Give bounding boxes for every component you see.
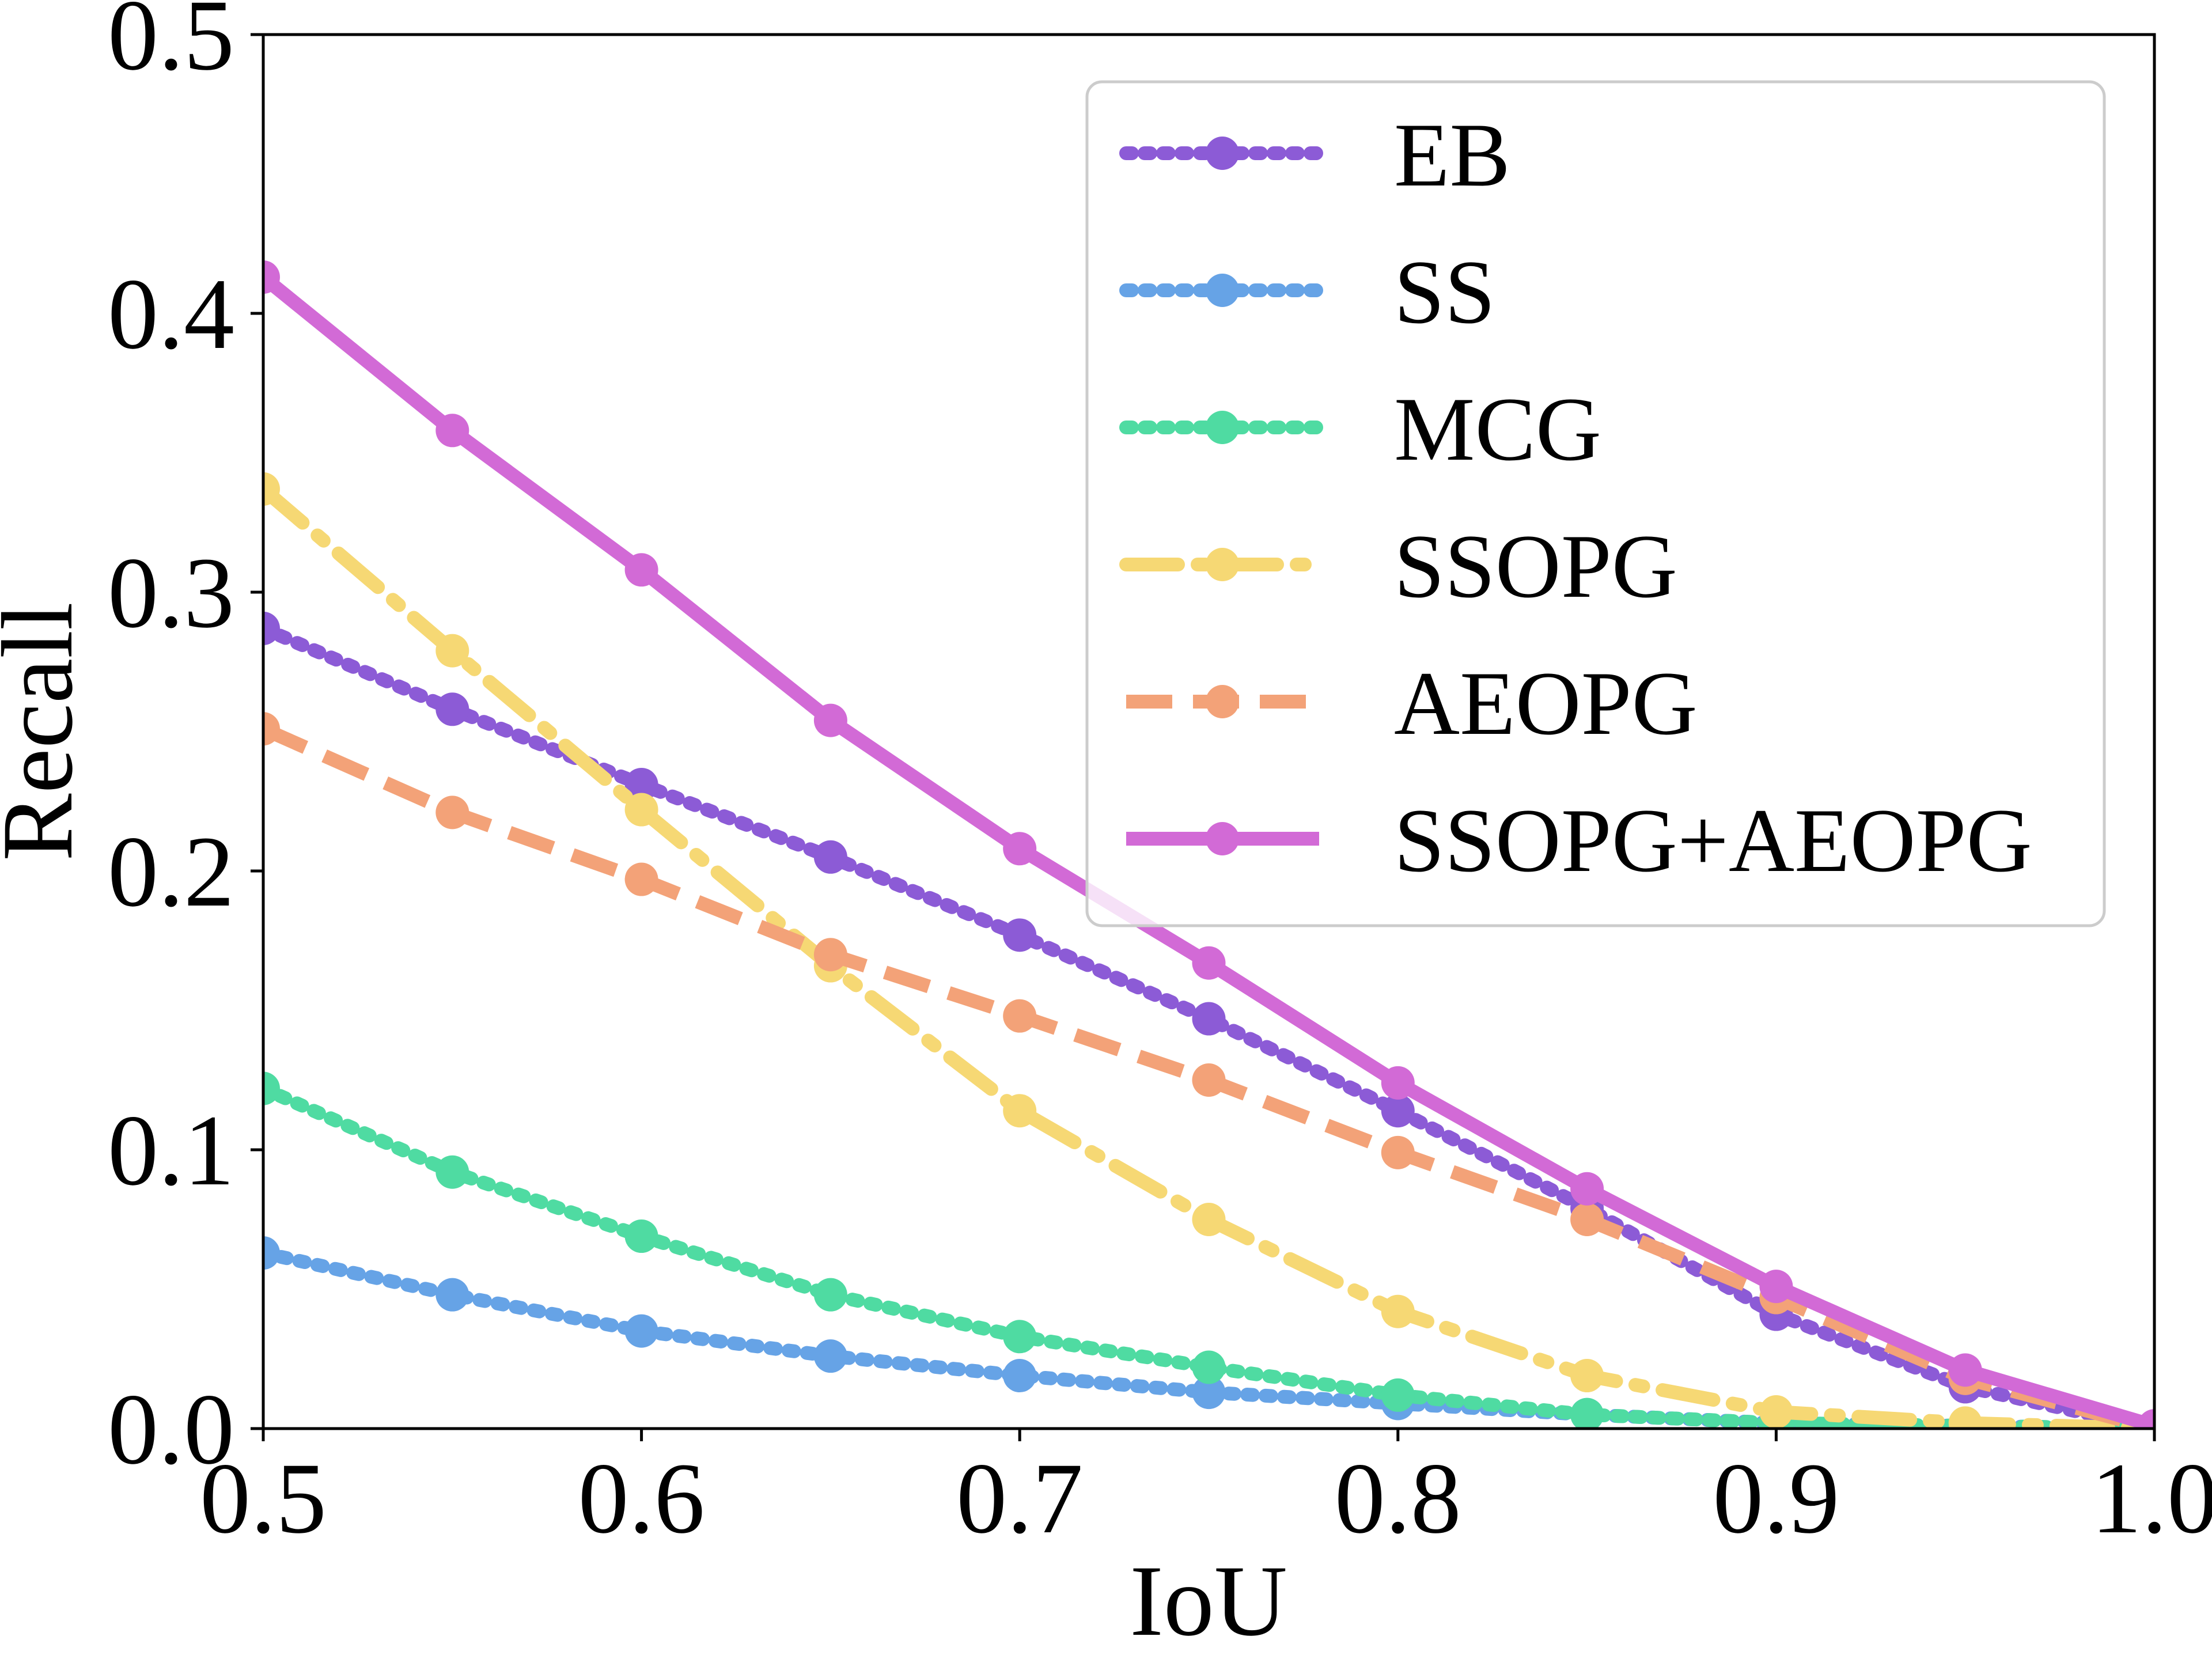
legend-label-ss: SS bbox=[1394, 242, 1495, 343]
legend-marker-mcg bbox=[1206, 411, 1239, 444]
legend-marker-ssopg-aeopg bbox=[1206, 822, 1239, 855]
legend-box bbox=[1085, 80, 2106, 927]
legend-label-ssopg: SSOPG bbox=[1394, 516, 1677, 617]
data-point-ssopg-aeopg bbox=[624, 553, 658, 587]
data-point-ssopg bbox=[624, 793, 658, 827]
x-tick-label: 0.7 bbox=[956, 1442, 1083, 1555]
data-point-mcg bbox=[624, 1219, 658, 1253]
data-point-mcg bbox=[813, 1278, 847, 1312]
data-point-ssopg bbox=[1381, 1294, 1415, 1328]
x-tick-label: 0.9 bbox=[1713, 1442, 1839, 1555]
data-point-ss bbox=[813, 1339, 847, 1373]
data-point-ssopg bbox=[435, 634, 469, 668]
data-point-mcg bbox=[1381, 1378, 1415, 1412]
x-axis: 0.5 0.6 0.7 0.8 0.9 1.0 bbox=[200, 1429, 2212, 1555]
y-tick-label: 0.3 bbox=[108, 537, 234, 649]
data-point-mcg bbox=[1003, 1320, 1037, 1354]
data-point-aeopg bbox=[1570, 1203, 1604, 1236]
data-point-ssopg-aeopg bbox=[1381, 1066, 1415, 1100]
legend-entry-ssopg: SSOPG bbox=[1119, 516, 1677, 617]
legend-label-eb: EB bbox=[1394, 105, 1510, 206]
data-point-ssopg bbox=[1759, 1395, 1793, 1429]
data-point-aeopg bbox=[813, 938, 847, 972]
legend-label-ssopg-aeopg: SSOPG+AEOPG bbox=[1394, 790, 2032, 891]
legend: EB SS MCG SSOPG AEOPG SSOPG+AEOPG bbox=[1085, 80, 2106, 927]
data-point-ssopg-aeopg bbox=[435, 414, 469, 448]
legend-marker-eb bbox=[1206, 137, 1239, 170]
legend-entry-ssopg-aeopg: SSOPG+AEOPG bbox=[1126, 790, 2032, 891]
x-tick-label: 1.0 bbox=[2091, 1442, 2212, 1555]
series-layer bbox=[263, 260, 2154, 1429]
y-axis: 0.0 0.1 0.2 0.3 0.4 0.5 bbox=[108, 0, 263, 1486]
x-axis-label: IoU bbox=[1130, 1545, 1287, 1657]
data-point-mcg bbox=[1570, 1397, 1604, 1429]
data-point-ssopg-aeopg bbox=[1948, 1353, 1982, 1387]
y-tick-label: 0.0 bbox=[108, 1373, 234, 1486]
y-tick-label: 0.4 bbox=[108, 258, 234, 370]
data-point-ssopg bbox=[263, 472, 280, 506]
data-point-eb bbox=[1381, 1094, 1415, 1128]
data-point-mcg bbox=[263, 1071, 280, 1105]
data-point-aeopg bbox=[435, 796, 469, 830]
data-point-aeopg bbox=[263, 712, 280, 746]
data-point-ssopg-aeopg bbox=[1759, 1270, 1793, 1304]
legend-label-mcg: MCG bbox=[1394, 379, 1601, 480]
legend-entry-ss: SS bbox=[1119, 242, 1495, 343]
y-tick-label: 0.5 bbox=[108, 0, 234, 92]
data-point-ss bbox=[1192, 1376, 1226, 1410]
data-point-ss bbox=[1003, 1359, 1037, 1393]
data-point-ssopg-aeopg bbox=[1570, 1172, 1604, 1206]
data-point-ssopg bbox=[1003, 1094, 1037, 1128]
x-tick-label: 0.6 bbox=[578, 1442, 705, 1555]
x-tick-label: 0.8 bbox=[1335, 1442, 1461, 1555]
data-point-eb bbox=[435, 692, 469, 726]
data-point-eb bbox=[813, 840, 847, 874]
legend-marker-aeopg bbox=[1206, 685, 1239, 718]
data-point-ss bbox=[263, 1236, 280, 1270]
data-point-ssopg-aeopg bbox=[1003, 832, 1037, 866]
data-point-ss bbox=[435, 1278, 469, 1312]
data-point-ssopg bbox=[1192, 1203, 1226, 1236]
data-point-aeopg bbox=[1381, 1135, 1415, 1169]
data-point-mcg bbox=[435, 1155, 469, 1189]
data-point-ss bbox=[624, 1314, 658, 1348]
y-tick-label: 0.1 bbox=[108, 1094, 234, 1207]
legend-marker-ss bbox=[1206, 274, 1239, 307]
data-point-aeopg bbox=[624, 862, 658, 896]
data-point-ssopg-aeopg bbox=[1192, 946, 1226, 980]
data-point-ssopg-aeopg bbox=[813, 703, 847, 737]
data-point-ssopg bbox=[1948, 1406, 1982, 1429]
data-point-aeopg bbox=[1003, 999, 1037, 1033]
data-point-ssopg bbox=[1570, 1359, 1604, 1393]
legend-marker-ssopg bbox=[1206, 548, 1239, 581]
data-point-eb bbox=[624, 767, 658, 801]
data-point-eb bbox=[1003, 918, 1037, 952]
x-tick-label: 0.5 bbox=[200, 1442, 327, 1555]
data-point-aeopg bbox=[1192, 1063, 1226, 1097]
series-ssopg-aeopg bbox=[263, 260, 2154, 1429]
legend-entry-eb: EB bbox=[1119, 105, 1510, 206]
series-ssopg bbox=[263, 472, 2154, 1429]
y-tick-label: 0.2 bbox=[108, 816, 234, 928]
legend-entry-aeopg: AEOPG bbox=[1126, 653, 1698, 754]
plot-frame bbox=[262, 33, 2156, 1430]
data-point-ssopg-aeopg bbox=[2138, 1409, 2154, 1429]
y-axis-label: Recall bbox=[0, 602, 94, 861]
data-point-eb bbox=[1192, 1002, 1226, 1036]
data-point-eb bbox=[263, 611, 280, 645]
legend-entry-mcg: MCG bbox=[1119, 379, 1601, 480]
data-point-mcg bbox=[1192, 1350, 1226, 1384]
data-point-ssopg-aeopg bbox=[263, 260, 280, 294]
legend-label-aeopg: AEOPG bbox=[1394, 653, 1698, 754]
